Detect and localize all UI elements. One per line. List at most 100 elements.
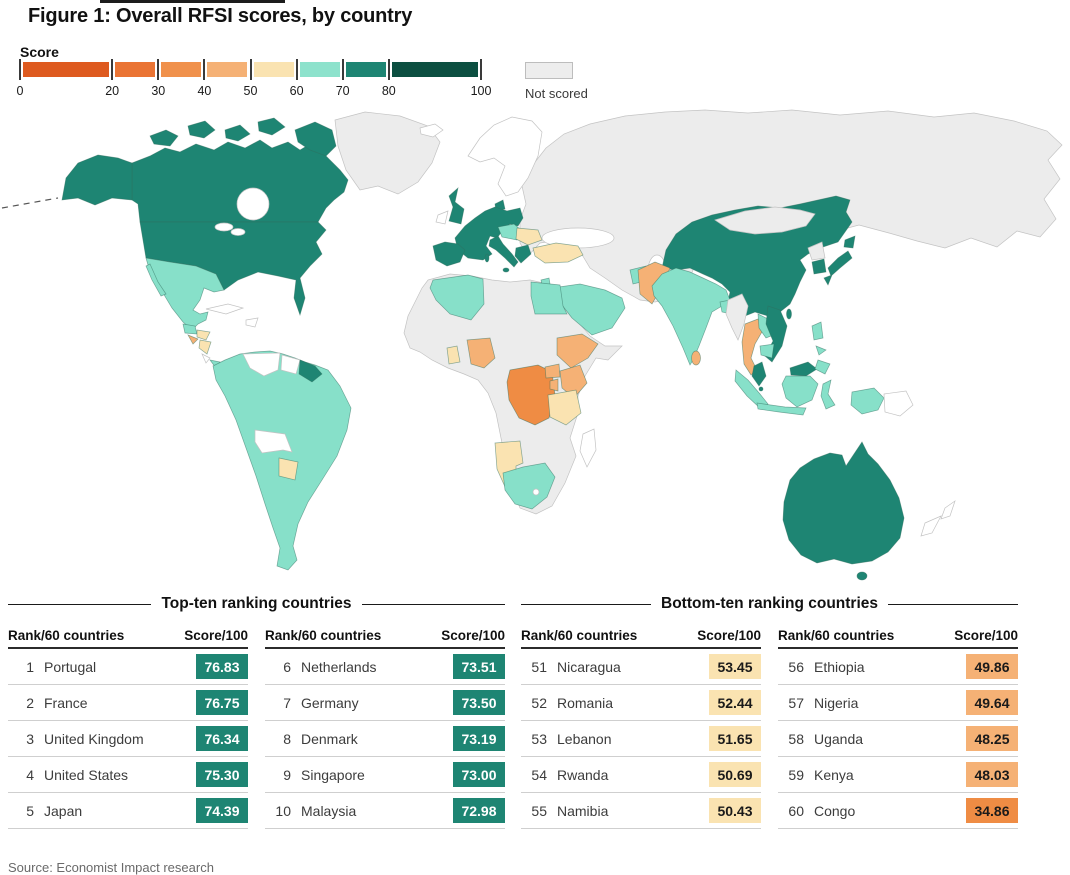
divider-line [888,603,1019,605]
country-cell: Uganda [814,730,864,747]
hudson-bay [236,187,270,221]
not-scored-label: Not scored [525,86,588,101]
country-indonesia-java [756,402,807,416]
score-badge: 48.03 [966,762,1018,787]
country-cambodia [759,343,775,359]
top-ten-title: Top-ten ranking countries [8,593,505,615]
country-singapore [758,386,764,392]
rank-cell: 51 [531,658,547,675]
arctic-islands [149,117,286,147]
table-header: Rank/60 countries Score/100 [521,623,761,649]
country-nicaragua [198,339,212,355]
rank-cell: 5 [26,802,34,819]
score-badge: 74.39 [196,798,248,823]
country-paraguay [278,457,299,481]
region-western-europe [454,206,524,261]
country-canada [131,139,349,223]
bottom-ten-section: Bottom-ten ranking countries Rank/60 cou… [521,593,1019,829]
country-egypt [530,281,568,315]
bottom-ten-table-col1: Rank/60 countries Score/100 51 Nicaragua 53.… [521,623,761,829]
country-cell: Portugal [44,658,97,675]
score-header: Score/100 [184,628,248,643]
table-row: 4 United States 75.30 [8,757,248,793]
country-ireland [435,210,449,225]
score-badge: 49.64 [966,690,1018,715]
country-honduras [196,329,211,341]
table-row: 9 Singapore 73.00 [265,757,505,793]
score-badge: 76.34 [196,726,248,751]
country-venezuela [242,352,281,377]
country-mexico [145,257,225,331]
region-iberia [432,241,466,267]
country-papua-new-guinea [883,390,914,417]
country-indonesia-kalimantan [781,375,819,408]
legend-segment [23,62,110,77]
legend-segment [345,62,386,77]
baja-california [145,263,167,297]
table-header: Rank/60 countries Score/100 [265,623,505,649]
rank-cell: 53 [531,730,547,747]
divider-line [361,603,505,605]
score-badge: 76.75 [196,690,248,715]
country-lesotho [532,488,540,496]
legend-tick-labels: 0 20 30 40 50 60 70 80 100 [17,84,492,100]
score-badge: 76.83 [196,654,248,679]
country-cell: Kenya [814,766,854,783]
score-badge: 75.30 [196,762,248,787]
country-uganda [544,363,561,379]
legend-tick [111,59,114,80]
country-cell: Denmark [301,730,358,747]
tasmania [856,571,868,581]
rank-cell: 56 [788,658,804,675]
country-myanmar [725,293,749,341]
table-row: 55 Namibia 50.43 [521,793,761,829]
country-cell: Nigeria [814,694,859,711]
score-badge: 48.25 [966,726,1018,751]
table-row: 52 Romania 52.44 [521,685,761,721]
table-row: 3 United Kingdom 76.34 [8,721,248,757]
legend-tick [157,59,160,80]
country-cell: Romania [557,694,614,711]
french-guiana [298,359,323,383]
legend-segment [391,62,478,77]
table-row: 2 France 76.75 [8,685,248,721]
country-north-korea [807,241,826,261]
country-cell: United Kingdom [44,730,144,747]
color-scale-legend: Score 0 20 30 40 50 60 70 80 100 [17,44,492,98]
legend-tick [480,59,482,80]
top-ten-table-col1: Rank/60 countries Score/100 1 Portugal 76.83… [8,623,248,829]
top-ten-section: Top-ten ranking countries Rank/60 countr… [8,593,505,829]
country-cell: United States [44,766,129,783]
legend-tick [295,59,298,80]
rank-cell: 55 [531,802,547,819]
country-ghana [446,345,461,365]
legend-segment [253,62,294,77]
legend-segment [299,62,340,77]
country-greenland [334,111,441,195]
rank-cell: 6 [283,658,291,675]
legend-label: Score [20,44,59,60]
score-badge: 50.43 [709,798,761,823]
country-cell: Lebanon [557,730,612,747]
table-row: 56 Ethiopia 49.86 [778,649,1018,685]
rank-cell: 59 [788,766,804,783]
bottom-ten-title: Bottom-ten ranking countries [521,593,1019,615]
country-rwanda [549,378,559,392]
score-badge: 34.86 [966,798,1018,823]
hispaniola-island [245,317,259,328]
rank-cell: 1 [26,658,34,675]
country-united-kingdom [448,187,465,225]
legend-tick [387,59,390,80]
table-row: 1 Portugal 76.83 [8,649,248,685]
sicily [502,267,510,273]
country-cell: Namibia [557,802,609,819]
rank-cell: 8 [283,730,291,747]
divider-line [521,603,651,605]
rank-header: Rank/60 countries [265,628,382,643]
score-header: Score/100 [954,628,1018,643]
country-indonesia-sulawesi [820,379,836,410]
country-india [651,267,731,366]
score-badge: 52.44 [709,690,761,715]
world-choropleth-map [0,108,1070,583]
country-japan [823,235,856,286]
